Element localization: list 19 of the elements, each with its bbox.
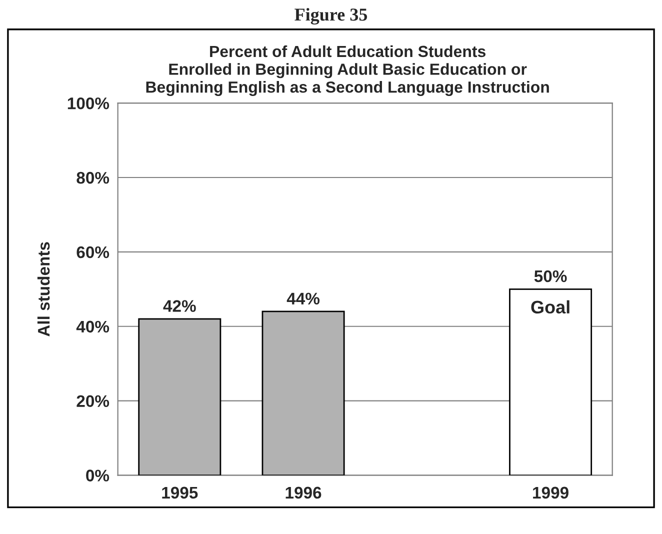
y-tick-label: 20%	[76, 395, 110, 408]
bar	[138, 318, 222, 476]
chart-title: Figure 35	[294, 8, 368, 25]
data-label: 42%	[163, 300, 196, 312]
bar	[509, 288, 592, 476]
annotation: Goal	[531, 300, 570, 314]
chart-subtitle: Percent of Adult Education Students Enrolled in Beginning Adult Basic Education or Beginning English as a Second Language Instruction	[146, 45, 549, 96]
y-axis-title: All students	[37, 242, 50, 336]
y-tick-label: 0%	[86, 470, 110, 482]
data-label: 50%	[534, 270, 567, 282]
x-tick-label: 1995	[162, 486, 198, 499]
y-tick-label: 60%	[76, 246, 110, 258]
x-tick-label: 1999	[533, 486, 568, 499]
data-label: 44%	[286, 292, 320, 304]
bar	[262, 310, 345, 476]
x-tick-label: 1996	[286, 486, 322, 499]
y-tick-label: 40%	[76, 320, 110, 333]
y-tick-label: 80%	[76, 172, 110, 184]
y-tick-label: 100%	[68, 97, 110, 110]
